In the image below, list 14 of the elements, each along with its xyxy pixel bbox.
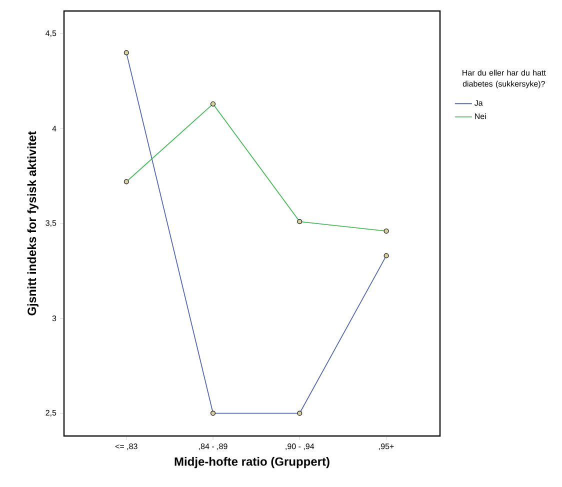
y-axis-title: Gjsnitt indeks for fysisk aktivitet <box>27 131 38 316</box>
y-tick-label: 4,5 <box>46 30 56 38</box>
x-axis-title: Midje-hofte ratio (Gruppert) <box>174 457 330 468</box>
y-tick-label: 2,5 <box>46 410 56 417</box>
legend-label: Ja <box>474 100 483 106</box>
x-tick-label: ,84 - ,89 <box>199 444 228 450</box>
legend-title: Har du eller har du hatt diabetes (sukkersyke)? <box>462 70 546 88</box>
y-tick-label: 3 <box>52 316 56 322</box>
x-tick-label: ,90 - ,94 <box>286 444 314 450</box>
y-tick-label: 4 <box>52 126 56 132</box>
x-tick-label: ,95+ <box>379 444 394 450</box>
y-tick-label: 3,5 <box>46 220 56 227</box>
x-tick-label: <= ,83 <box>115 444 138 450</box>
legend-label: Nei <box>475 113 486 120</box>
